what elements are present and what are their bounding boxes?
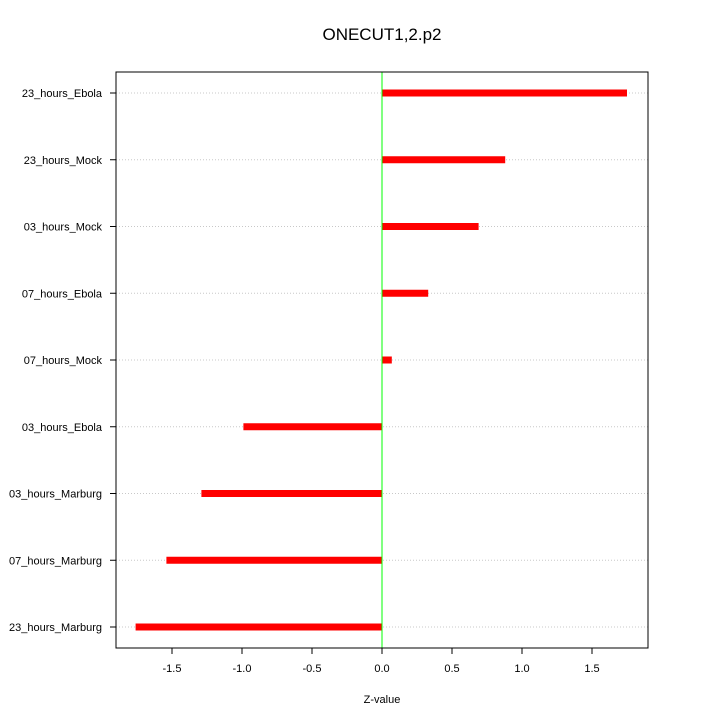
y-tick-label: 03_hours_Mock	[24, 222, 103, 234]
chart-title: ONECUT1,2.p2	[322, 25, 441, 44]
y-tick-label: 07_hours_Ebola	[22, 288, 103, 300]
x-tick-label: -1.0	[233, 663, 252, 675]
bar-07_hours_Marburg	[166, 556, 382, 564]
y-tick-label: 23_hours_Marburg	[9, 622, 102, 634]
bar-03_hours_Marburg	[201, 490, 382, 497]
bar-03_hours_Mock	[382, 223, 479, 230]
x-axis-title: Z-value	[364, 694, 401, 706]
x-tick-label: 1.5	[584, 663, 599, 675]
y-axis: 23_hours_Ebola 23_hours_Mock 03_hours_Mock…	[9, 88, 116, 634]
y-tick-label: 07_hours_Mock	[24, 355, 103, 367]
x-tick-label: -0.5	[303, 663, 322, 675]
x-tick-label: -1.5	[163, 663, 182, 675]
bar-23_hours_Mock	[382, 156, 506, 164]
y-tick-label: 23_hours_Mock	[24, 155, 103, 167]
y-tick-label: 07_hours_Marburg	[9, 555, 102, 567]
bar-07_hours_Mock	[382, 356, 392, 364]
bar-07_hours_Ebola	[382, 289, 429, 297]
x-tick-label: 1.0	[514, 663, 529, 675]
bars	[135, 89, 627, 631]
x-tick-label: 0.5	[444, 663, 459, 675]
y-tick-label: 03_hours_Marburg	[9, 489, 102, 501]
bar-03_hours_Ebola	[243, 423, 382, 431]
y-tick-label: 23_hours_Ebola	[22, 88, 103, 100]
y-tick-label: 03_hours_Ebola	[22, 422, 103, 434]
x-tick-label: 0.0	[374, 663, 389, 675]
x-axis: -1.5 -1.0 -0.5 0.0 0.5 1.0 1.5	[163, 648, 600, 675]
bar-23_hours_Marburg	[135, 623, 382, 631]
bar-23_hours_Ebola	[382, 89, 627, 97]
